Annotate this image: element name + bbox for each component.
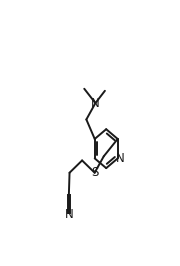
Text: N: N: [116, 152, 124, 165]
Text: N: N: [91, 97, 100, 110]
Text: S: S: [91, 166, 98, 179]
Text: N: N: [64, 208, 73, 221]
